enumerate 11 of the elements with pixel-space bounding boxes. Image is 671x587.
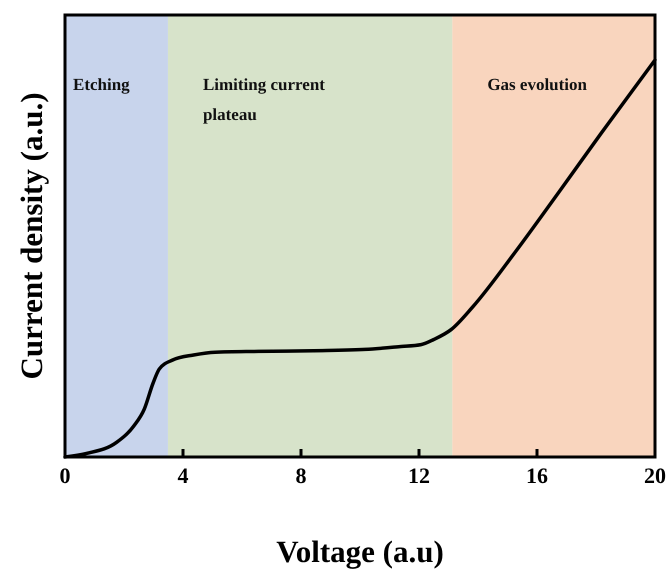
x-tick-label: 0 — [60, 463, 70, 488]
band-label: Gas evolution — [487, 75, 588, 94]
band-label: Etching — [73, 75, 130, 94]
x-tick-label: 4 — [178, 463, 188, 488]
x-tick-label: 16 — [526, 463, 548, 488]
x-axis-title: Voltage (a.u) — [276, 534, 444, 569]
y-axis-title: Current density (a.u.) — [14, 92, 49, 380]
x-tick-label: 12 — [408, 463, 430, 488]
band-label: Limiting current plateau — [202, 75, 326, 124]
x-tick-label: 8 — [296, 463, 306, 488]
x-tick-label: 20 — [644, 463, 666, 488]
